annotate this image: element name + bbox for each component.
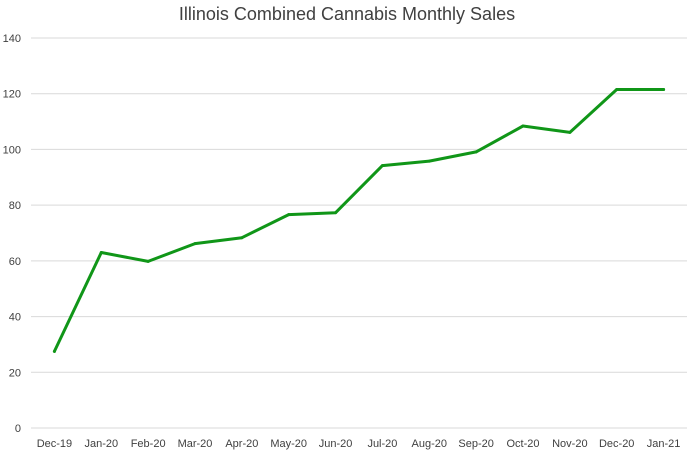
y-tick-label: 60 bbox=[9, 256, 21, 268]
x-tick-label: Dec-19 bbox=[37, 438, 72, 450]
data-point bbox=[193, 242, 197, 246]
data-point bbox=[474, 150, 478, 154]
data-point bbox=[427, 159, 431, 163]
y-axis-tick-labels: 0 20 40 60 80 100 120 140 bbox=[3, 33, 21, 435]
series-line bbox=[52, 88, 666, 353]
x-tick-label: May-20 bbox=[270, 438, 307, 450]
gridlines bbox=[31, 37, 687, 429]
chart-title: Illinois Combined Cannabis Monthly Sales bbox=[178, 4, 516, 24]
x-tick-label: Apr-20 bbox=[225, 438, 258, 450]
y-tick-label: 100 bbox=[3, 144, 21, 156]
data-point bbox=[52, 349, 56, 353]
x-tick-label: Jun-20 bbox=[319, 438, 353, 450]
y-tick-label: 0 bbox=[15, 423, 21, 435]
y-tick-label: 140 bbox=[3, 33, 21, 45]
x-tick-label: Feb-20 bbox=[131, 438, 166, 450]
x-tick-label: Jan-21 bbox=[647, 438, 681, 450]
x-tick-label: Mar-20 bbox=[178, 438, 213, 450]
x-tick-label: Jan-20 bbox=[84, 438, 118, 450]
data-point bbox=[521, 124, 525, 128]
data-point bbox=[334, 211, 338, 215]
data-point bbox=[99, 251, 103, 254]
x-tick-label: Sep-20 bbox=[458, 438, 493, 450]
x-tick-label: Dec-20 bbox=[599, 438, 634, 450]
y-tick-label: 80 bbox=[9, 200, 21, 212]
data-point bbox=[568, 130, 572, 134]
data-point bbox=[240, 236, 244, 240]
data-point bbox=[146, 259, 150, 263]
series-layer bbox=[52, 88, 666, 353]
data-point bbox=[615, 88, 619, 92]
data-point bbox=[287, 213, 291, 217]
y-tick-label: 20 bbox=[9, 367, 21, 379]
x-tick-label: Aug-20 bbox=[412, 438, 447, 450]
x-tick-label: Nov-20 bbox=[552, 438, 587, 450]
y-tick-label: 40 bbox=[9, 312, 21, 324]
data-point bbox=[380, 164, 384, 168]
x-tick-label: Jul-20 bbox=[367, 438, 397, 450]
x-tick-label: Oct-20 bbox=[506, 438, 539, 450]
x-axis-tick-labels: Dec-19 Jan-20 Feb-20 Mar-20 Apr-20 May-20 Jun-… bbox=[37, 438, 681, 450]
y-tick-label: 120 bbox=[3, 89, 21, 101]
data-point bbox=[662, 88, 666, 92]
